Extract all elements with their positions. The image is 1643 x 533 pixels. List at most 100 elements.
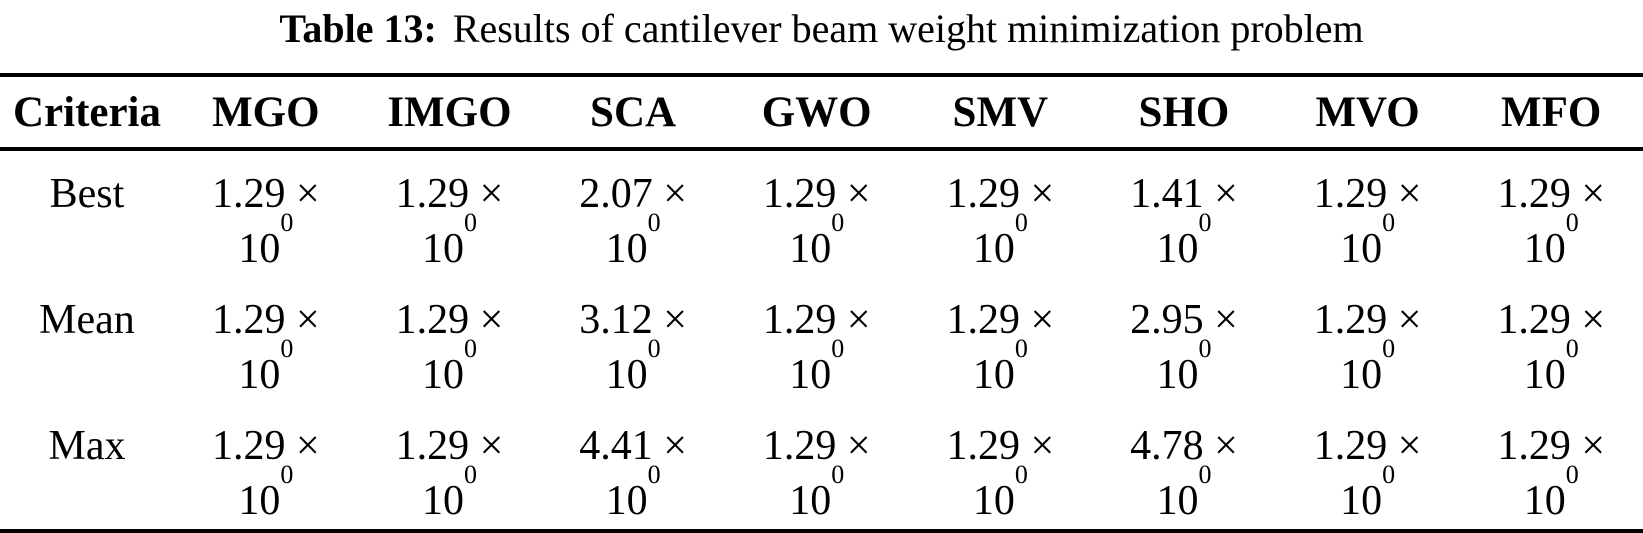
results-table: Criteria MGO IMGO SCA GWO SMV SHO MVO MF… [0, 73, 1643, 533]
cell-base: 10 [1340, 478, 1383, 524]
column-header-sho: SHO [1092, 75, 1276, 151]
table-cell: 1.29 × 100 [1459, 149, 1643, 277]
table-cell: 1.29 × 100 [174, 149, 358, 277]
cell-mantissa: 1.29 × [946, 171, 1055, 217]
cell-mantissa: 1.29 × [762, 423, 871, 469]
table-cell: 1.29 × 100 [725, 403, 909, 531]
cell-exponent: 0 [1565, 333, 1579, 363]
cell-power: 100 [174, 335, 358, 403]
cell-mantissa: 1.29 × [1497, 171, 1606, 217]
cell-exponent: 0 [1198, 207, 1212, 237]
cell-mantissa: 1.29 × [1313, 297, 1422, 343]
cell-base: 10 [1523, 478, 1566, 524]
cell-exponent: 0 [280, 333, 294, 363]
table-caption-number: Table 13: [279, 6, 437, 51]
cell-base: 10 [421, 478, 464, 524]
cell-mantissa: 1.29 × [1313, 171, 1422, 217]
cell-base: 10 [1156, 226, 1199, 272]
cell-exponent: 0 [463, 333, 477, 363]
cell-exponent: 0 [831, 459, 845, 489]
cell-base: 10 [238, 226, 281, 272]
cell-base: 10 [238, 352, 281, 398]
cell-base: 10 [1156, 478, 1199, 524]
cell-exponent: 0 [1565, 459, 1579, 489]
cell-exponent: 0 [463, 207, 477, 237]
row-label-best: Best [49, 171, 125, 217]
table-cell: 2.07 × 100 [541, 149, 725, 277]
cell-base: 10 [972, 352, 1015, 398]
cell-power: 100 [1276, 461, 1460, 529]
table-cell: 3.12 × 100 [541, 277, 725, 403]
cell-base: 10 [789, 226, 832, 272]
cell-exponent: 0 [1382, 207, 1396, 237]
cell-base: 10 [789, 352, 832, 398]
cell-power: 100 [1459, 209, 1643, 277]
table-cell: 4.78 × 100 [1092, 403, 1276, 531]
cell-exponent: 0 [1565, 207, 1579, 237]
cell-base: 10 [972, 226, 1015, 272]
table-cell: 1.41 × 100 [1092, 149, 1276, 277]
cell-mantissa: 1.29 × [211, 423, 320, 469]
row-label-mean: Mean [39, 297, 135, 343]
cell-power: 100 [725, 335, 909, 403]
cell-power: 100 [174, 209, 358, 277]
cell-power: 100 [541, 335, 725, 403]
cell-mantissa: 1.29 × [211, 297, 320, 343]
header-row: Criteria MGO IMGO SCA GWO SMV SHO MVO MF… [0, 75, 1643, 151]
column-header-gwo: GWO [724, 75, 909, 151]
cell-exponent: 0 [463, 459, 477, 489]
table-cell: 4.41 × 100 [541, 403, 725, 531]
column-header-smv: SMV [908, 75, 1093, 151]
table-row-mean: Mean 1.29 × 100 1.29 × 100 3.12 × 100 1.… [0, 277, 1643, 403]
cell-mantissa: 1.29 × [762, 297, 871, 343]
column-header-criteria: Criteria [0, 75, 174, 151]
cell-base: 10 [1523, 352, 1566, 398]
cell-exponent: 0 [1014, 207, 1028, 237]
cell-power: 100 [174, 461, 358, 529]
table-caption-text: Results of cantilever beam weight minimi… [452, 6, 1364, 51]
cell-power: 100 [1459, 335, 1643, 403]
cell-power: 100 [358, 335, 542, 403]
cell-mantissa: 2.95 × [1130, 297, 1238, 343]
cell-base: 10 [1340, 226, 1383, 272]
cell-mantissa: 1.29 × [1497, 423, 1606, 469]
cell-base: 10 [605, 478, 648, 524]
cell-exponent: 0 [831, 207, 845, 237]
cell-power: 100 [1092, 461, 1276, 529]
cell-base: 10 [972, 478, 1015, 524]
cell-base: 10 [421, 226, 464, 272]
table-row-max: Max 1.29 × 100 1.29 × 100 4.41 × 100 1.2… [0, 403, 1643, 531]
table-cell: 1.29 × 100 [1276, 277, 1460, 403]
cell-mantissa: 4.41 × [579, 423, 687, 469]
column-header-mgo: MGO [174, 75, 358, 151]
cell-base: 10 [238, 478, 281, 524]
cell-base: 10 [1523, 226, 1566, 272]
cell-mantissa: 1.29 × [395, 171, 504, 217]
cell-power: 100 [725, 461, 909, 529]
cell-power: 100 [1459, 461, 1643, 529]
cell-power: 100 [909, 209, 1093, 277]
cell-base: 10 [605, 352, 648, 398]
table-cell: 1.29 × 100 [1276, 403, 1460, 531]
cell-exponent: 0 [280, 459, 294, 489]
table-cell: 1.29 × 100 [1459, 277, 1643, 403]
cell-mantissa: 4.78 × [1130, 423, 1238, 469]
table-cell: 1.29 × 100 [358, 403, 542, 531]
table-cell: 1.29 × 100 [725, 149, 909, 277]
table-cell: 1.29 × 100 [1459, 403, 1643, 531]
column-header-sca: SCA [541, 75, 725, 151]
cell-power: 100 [1276, 335, 1460, 403]
row-label-max: Max [48, 423, 126, 469]
cell-base: 10 [421, 352, 464, 398]
cell-exponent: 0 [647, 207, 661, 237]
table-row-best: Best 1.29 × 100 1.29 × 100 2.07 × 100 1.… [0, 149, 1643, 277]
cell-exponent: 0 [1382, 333, 1396, 363]
cell-mantissa: 1.29 × [1497, 297, 1606, 343]
cell-power: 100 [909, 461, 1093, 529]
cell-exponent: 0 [1382, 459, 1396, 489]
cell-exponent: 0 [831, 333, 845, 363]
cell-mantissa: 1.29 × [946, 297, 1055, 343]
cell-exponent: 0 [280, 207, 294, 237]
cell-exponent: 0 [647, 459, 661, 489]
cell-exponent: 0 [647, 333, 661, 363]
